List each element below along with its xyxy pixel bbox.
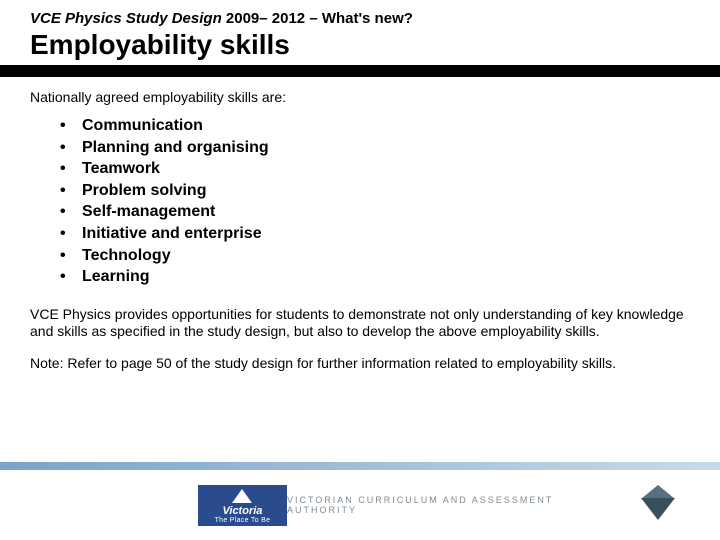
victoria-name: Victoria	[222, 505, 262, 517]
victoria-tagline: The Place To Be	[215, 517, 271, 524]
intro-text: Nationally agreed employability skills a…	[30, 89, 690, 105]
list-item: Problem solving	[60, 180, 690, 202]
subtitle-italic: VCE Physics Study Design	[30, 10, 222, 27]
list-item: Planning and organising	[60, 137, 690, 159]
list-item: Communication	[60, 115, 690, 137]
vcaa-mark-icon	[635, 485, 680, 525]
list-item: Technology	[60, 245, 690, 267]
slide-title: Employability skills	[30, 29, 690, 61]
list-item: Initiative and enterprise	[60, 223, 690, 245]
list-item: Self-management	[60, 201, 690, 223]
vcaa-text: VICTORIAN CURRICULUM AND ASSESSMENT AUTH…	[287, 495, 623, 515]
vcaa-logo: VICTORIAN CURRICULUM AND ASSESSMENT AUTH…	[287, 485, 680, 525]
slide-header: VCE Physics Study Design 2009– 2012 – Wh…	[0, 0, 720, 65]
paragraph-1: VCE Physics provides opportunities for s…	[30, 306, 690, 341]
skills-list: Communication Planning and organising Te…	[30, 115, 690, 288]
footer-content: Victoria The Place To Be VICTORIAN CURRI…	[0, 470, 720, 540]
header-subtitle: VCE Physics Study Design 2009– 2012 – Wh…	[30, 10, 690, 27]
subtitle-rest: 2009– 2012 – What's new?	[222, 10, 413, 27]
footer-gradient-bar	[0, 462, 720, 470]
list-item: Teamwork	[60, 158, 690, 180]
victoria-triangle-icon	[232, 489, 252, 503]
slide-content: Nationally agreed employability skills a…	[0, 77, 720, 372]
paragraph-2: Note: Refer to page 50 of the study desi…	[30, 355, 690, 373]
slide-footer: Victoria The Place To Be VICTORIAN CURRI…	[0, 462, 720, 540]
title-underline-bar	[0, 65, 720, 77]
list-item: Learning	[60, 266, 690, 288]
victoria-logo: Victoria The Place To Be	[198, 485, 287, 526]
